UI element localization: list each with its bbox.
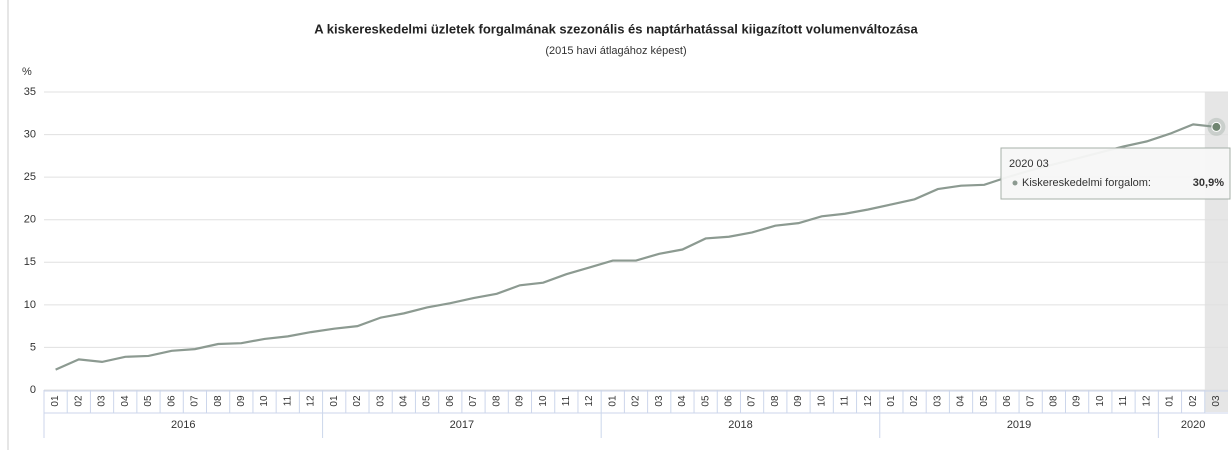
x-tick-label: 11	[282, 395, 293, 406]
x-tick-label: 01	[886, 395, 897, 407]
x-tick-label: 11	[840, 395, 851, 406]
x-tick-label: 01	[607, 395, 618, 407]
y-tick-label: 35	[24, 86, 36, 98]
x-tick-label: 04	[398, 395, 409, 407]
tooltip-box	[1000, 147, 1231, 200]
x-tick-label: 12	[306, 395, 317, 407]
x-tick-label: 08	[213, 395, 224, 407]
x-tick-label: 08	[1049, 395, 1060, 407]
x-tick-label: 04	[956, 395, 967, 407]
x-tick-label: 02	[352, 395, 363, 407]
x-tick-label: 01	[1165, 395, 1176, 407]
x-tick-label: 06	[166, 395, 177, 407]
x-tick-label: 10	[1095, 395, 1106, 407]
x-tick-label: 03	[932, 395, 943, 407]
x-tick-label: 09	[793, 395, 804, 407]
x-tick-label: 11	[561, 395, 572, 406]
x-tick-label: 07	[1025, 395, 1036, 407]
x-tick-label: 05	[143, 395, 154, 407]
y-tick-label: 20	[24, 214, 36, 226]
y-tick-label: 15	[24, 256, 36, 268]
x-tick-label: 04	[120, 395, 131, 407]
x-group-label: 2017	[450, 419, 474, 431]
x-tick-label: 08	[491, 395, 502, 407]
x-tick-label: 06	[724, 395, 735, 407]
x-tick-label: 10	[538, 395, 549, 407]
x-tick-label: 03	[654, 395, 665, 407]
x-tick-label: 06	[445, 395, 456, 407]
x-tick-label: 10	[259, 395, 270, 407]
x-tick-label: 03	[1211, 395, 1222, 407]
tooltip-value: 30,9%	[1193, 177, 1224, 189]
x-tick-label: 11	[1118, 395, 1129, 406]
x-tick-label: 02	[631, 395, 642, 407]
x-tick-label: 01	[329, 395, 340, 407]
y-axis-label: %	[22, 66, 32, 78]
chart-subtitle: (2015 havi átlagához képest)	[545, 45, 686, 57]
x-tick-label: 04	[677, 395, 688, 407]
tooltip-dot	[1012, 180, 1018, 186]
tooltip: 2020 03 Kiskereskedelmi forgalom: 30,9%	[1000, 147, 1231, 200]
hover-band	[1204, 92, 1228, 412]
x-tick-label: 02	[1188, 395, 1199, 407]
tooltip-title: 2020 03	[1009, 158, 1049, 170]
x-tick-label: 03	[97, 395, 108, 407]
x-tick-label: 07	[190, 395, 201, 407]
x-tick-label: 05	[422, 395, 433, 407]
x-group-label: 2018	[728, 419, 752, 431]
tooltip-series: Kiskereskedelmi forgalom:	[1022, 177, 1151, 189]
x-group-label: 2016	[171, 419, 195, 431]
y-tick-label: 10	[24, 299, 36, 311]
x-group-label: 2019	[1007, 419, 1031, 431]
x-tick-label: 09	[515, 395, 526, 407]
x-group-label: 2020	[1181, 419, 1205, 431]
x-tick-label: 07	[747, 395, 758, 407]
x-tick-label: 02	[73, 395, 84, 407]
x-tick-label: 12	[863, 395, 874, 407]
hover-marker	[1211, 121, 1222, 132]
x-tick-label: 12	[584, 395, 595, 407]
x-tick-label: 02	[909, 395, 920, 407]
y-tick-label: 5	[30, 341, 36, 353]
x-tick-label: 07	[468, 395, 479, 407]
y-tick-label: 30	[24, 128, 36, 140]
x-tick-label: 01	[50, 395, 61, 407]
y-tick-label: 0	[30, 384, 36, 396]
chart-title: A kiskereskedelmi üzletek forgalmának sz…	[314, 21, 918, 36]
x-tick-label: 12	[1141, 395, 1152, 407]
x-tick-label: 03	[375, 395, 386, 407]
x-tick-label: 05	[700, 395, 711, 407]
y-tick-label: 25	[24, 171, 36, 183]
x-tick-label: 09	[236, 395, 247, 407]
x-tick-label: 10	[816, 395, 827, 407]
x-tick-label: 08	[770, 395, 781, 407]
x-tick-label: 09	[1072, 395, 1083, 407]
x-tick-label: 05	[979, 395, 990, 407]
x-tick-label: 06	[1002, 395, 1013, 407]
